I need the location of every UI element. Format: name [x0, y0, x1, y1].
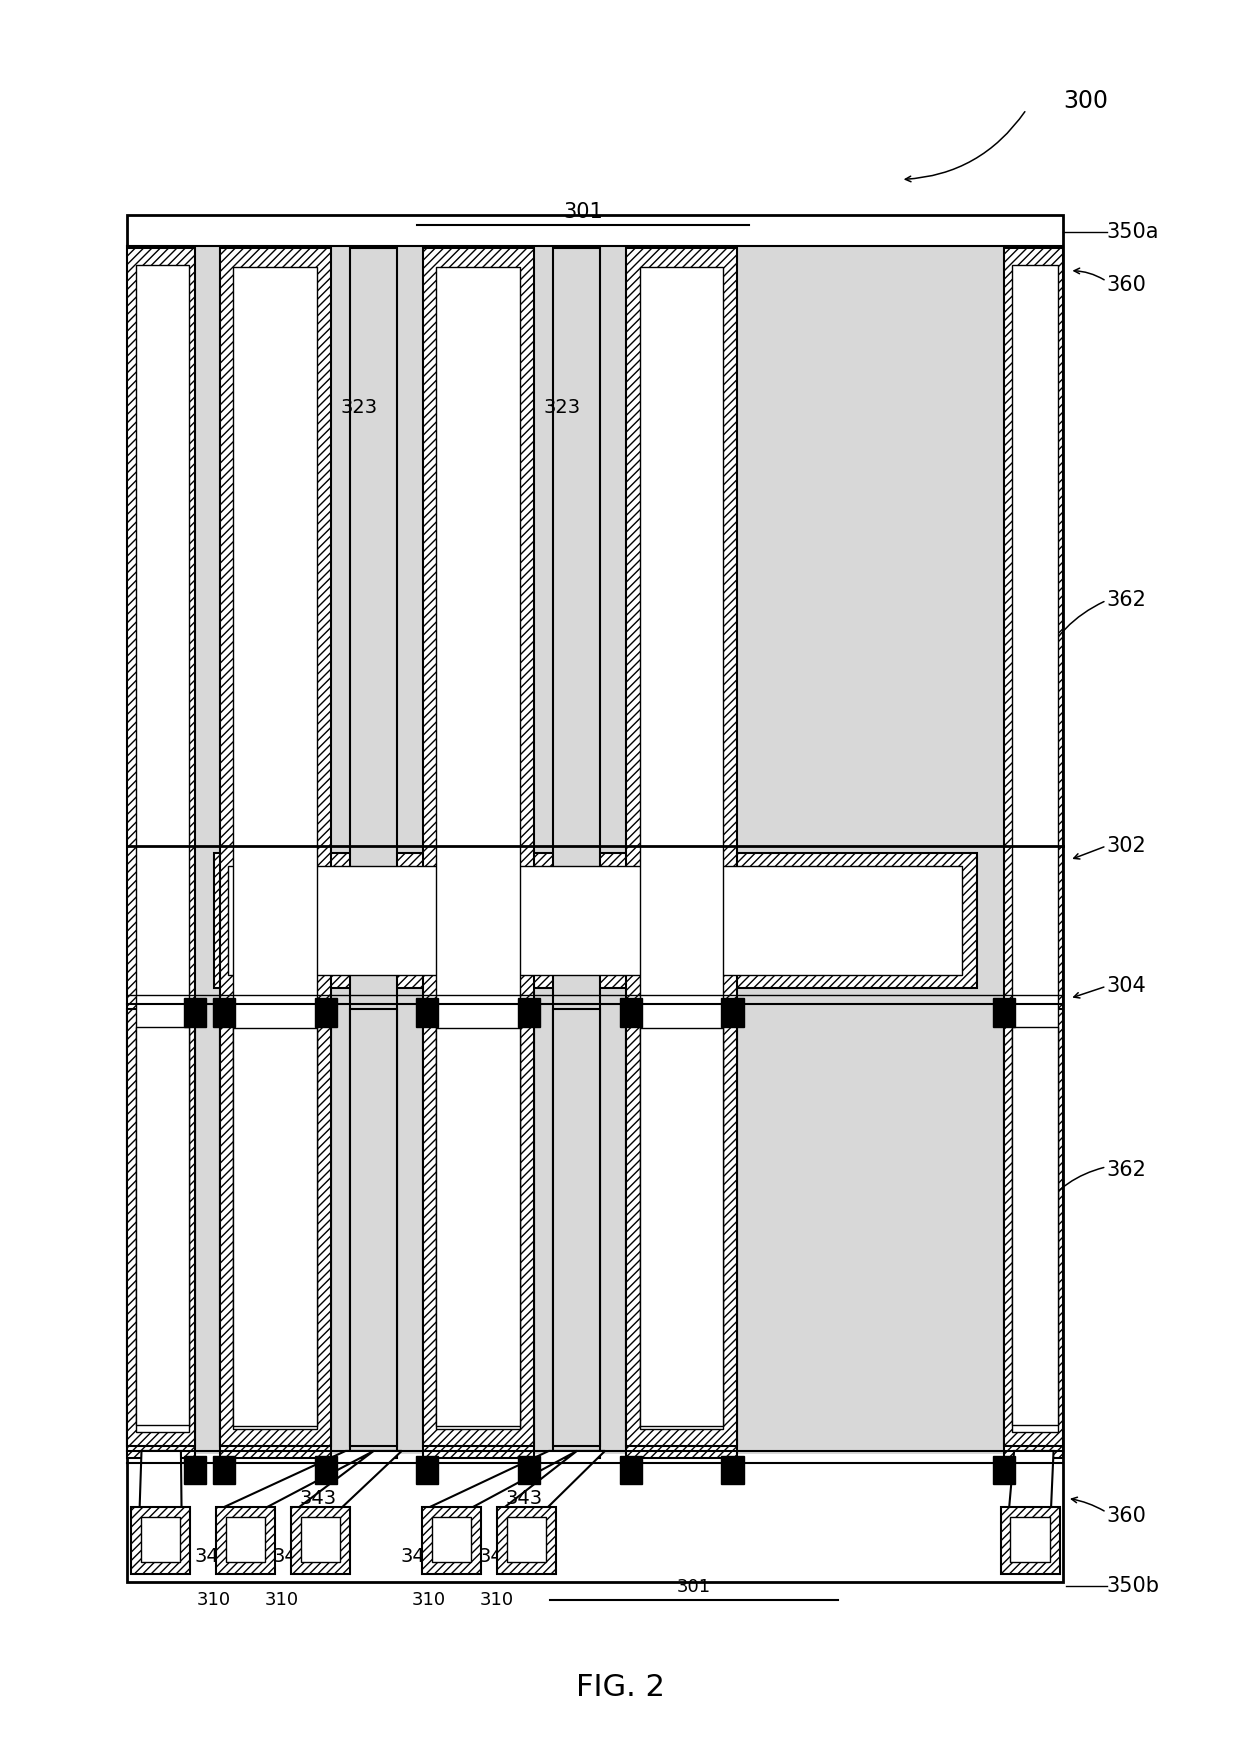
Text: 360: 360 [1106, 275, 1147, 294]
Bar [136, 1027, 188, 1425]
Bar [315, 1455, 337, 1484]
Polygon shape [140, 1450, 181, 1507]
Polygon shape [299, 1450, 402, 1507]
Bar [620, 999, 641, 1027]
Bar [993, 1455, 1016, 1484]
Bar [640, 268, 723, 1429]
Bar [315, 999, 337, 1027]
Bar [134, 247, 1058, 1454]
Text: 362: 362 [1106, 590, 1147, 610]
Bar [219, 248, 331, 1457]
Bar [722, 999, 744, 1027]
Text: FIG. 2: FIG. 2 [575, 1674, 665, 1702]
Text: 301: 301 [563, 201, 603, 222]
Bar [423, 1010, 533, 1445]
Text: 341: 341 [273, 1547, 310, 1566]
Bar [722, 1455, 744, 1484]
Bar [993, 999, 1016, 1027]
Bar [301, 1517, 341, 1563]
Bar [213, 1455, 236, 1484]
Text: 310: 310 [264, 1591, 299, 1609]
Text: 323: 323 [340, 398, 377, 418]
Bar [128, 1010, 195, 1445]
Text: 350b: 350b [1106, 1575, 1159, 1596]
Bar [417, 999, 439, 1027]
Text: 341: 341 [401, 1547, 438, 1566]
Text: 341: 341 [195, 1547, 232, 1566]
Text: 310: 310 [412, 1591, 446, 1609]
Bar [213, 853, 977, 988]
Bar [417, 1455, 439, 1484]
Bar [233, 268, 317, 1429]
Bar [553, 248, 600, 1457]
Bar [128, 215, 1064, 1582]
Bar [136, 266, 188, 1433]
Text: 301: 301 [677, 1579, 711, 1596]
Bar [1004, 248, 1064, 1457]
Text: 343: 343 [506, 1489, 542, 1508]
Bar [233, 1029, 317, 1427]
Bar [436, 268, 521, 1429]
Text: 323: 323 [543, 398, 580, 418]
Text: 321: 321 [444, 314, 481, 333]
Bar [1011, 1517, 1050, 1563]
Bar [219, 1010, 331, 1445]
Text: 350a: 350a [1106, 222, 1159, 241]
Bar [350, 248, 397, 1457]
Text: 360: 360 [1106, 1507, 1147, 1526]
Bar [134, 1013, 1058, 1441]
Bar [1004, 1010, 1064, 1445]
Text: 341: 341 [479, 1547, 516, 1566]
Text: 310: 310 [196, 1591, 231, 1609]
Bar [141, 1517, 180, 1563]
Bar [131, 1507, 190, 1573]
Text: 302: 302 [1106, 835, 1146, 856]
Bar [640, 1029, 723, 1427]
Bar [350, 1010, 397, 1445]
Text: 304: 304 [1106, 976, 1146, 996]
Bar [432, 1517, 471, 1563]
Bar [507, 1517, 546, 1563]
Bar [626, 248, 737, 1457]
Bar [518, 1455, 541, 1484]
Text: 321: 321 [238, 310, 275, 329]
Text: 343: 343 [300, 1489, 337, 1508]
Text: 321: 321 [649, 310, 686, 329]
Bar [553, 1010, 600, 1445]
Polygon shape [224, 1450, 373, 1507]
Bar [128, 248, 195, 1457]
Bar [518, 999, 541, 1027]
Polygon shape [505, 1450, 605, 1507]
Polygon shape [430, 1450, 577, 1507]
Bar [184, 999, 206, 1027]
Text: 362: 362 [1106, 1161, 1147, 1181]
Bar [184, 1455, 206, 1484]
Bar [1012, 1027, 1059, 1425]
Bar [213, 999, 236, 1027]
Bar [422, 1507, 481, 1573]
Bar [436, 1029, 521, 1427]
Bar [226, 1517, 265, 1563]
Bar [423, 248, 533, 1457]
Polygon shape [1009, 1450, 1054, 1507]
Bar [228, 865, 962, 976]
Bar [291, 1507, 350, 1573]
Text: 310: 310 [480, 1591, 513, 1609]
Bar [626, 1010, 737, 1445]
Bar [1012, 266, 1059, 1433]
Bar [497, 1507, 556, 1573]
Bar [1001, 1507, 1060, 1573]
Text: 300: 300 [1064, 88, 1109, 113]
Bar [620, 1455, 641, 1484]
Bar [216, 1507, 275, 1573]
